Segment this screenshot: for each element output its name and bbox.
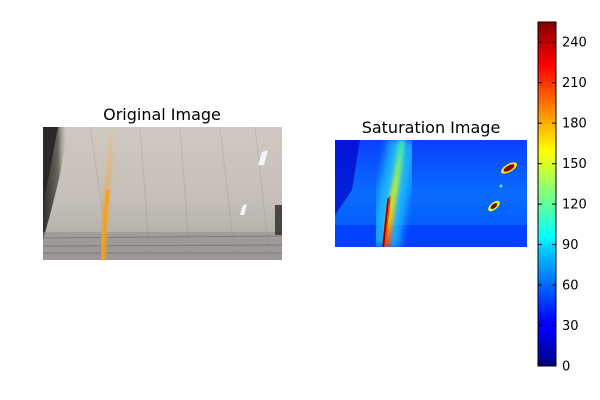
original-image-panel: Original Image xyxy=(43,105,282,260)
colorbar-tick-label: 90 xyxy=(562,238,579,253)
colorbar-tick-label: 120 xyxy=(562,198,587,213)
colorbar-gradient xyxy=(537,21,557,367)
colorbar-tick-label: 210 xyxy=(562,76,587,91)
colorbar-tick-label: 0 xyxy=(562,360,570,375)
colorbar-tick-label: 150 xyxy=(562,157,587,172)
colorbar-tick-label: 60 xyxy=(562,279,579,294)
colorbar-tick-label: 240 xyxy=(562,36,587,51)
saturation-heatmap xyxy=(335,140,527,247)
saturation-image-title: Saturation Image xyxy=(362,118,501,137)
colorbar: 0 30 60 90 120 150 180 210 240 xyxy=(537,21,587,375)
saturation-image-panel: Saturation Image xyxy=(335,118,527,247)
colorbar-ticks: 0 30 60 90 120 150 180 210 240 xyxy=(538,36,587,375)
original-image-title: Original Image xyxy=(103,105,221,124)
original-image xyxy=(43,127,282,260)
colorbar-tick-label: 180 xyxy=(562,117,587,132)
colorbar-tick-label: 30 xyxy=(562,319,579,334)
